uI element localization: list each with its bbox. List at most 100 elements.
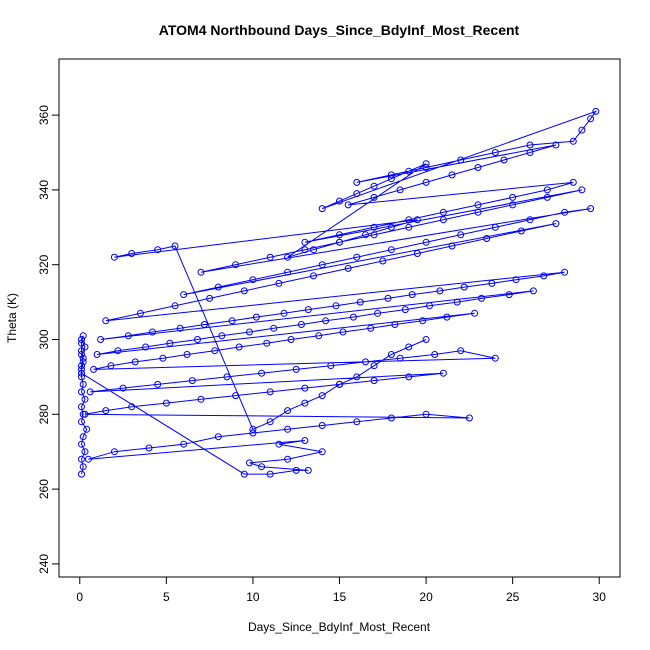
- x-tick-label: 25: [506, 590, 520, 604]
- data-point: [315, 332, 323, 340]
- data-point: [223, 373, 231, 381]
- data-point: [128, 250, 136, 257]
- data-point: [78, 365, 85, 373]
- data-point: [592, 107, 600, 115]
- data-point: [78, 369, 85, 377]
- data-point: [384, 294, 392, 302]
- y-axis: 240 260 280 300 320 340 360: [37, 105, 60, 574]
- data-point: [526, 141, 534, 149]
- data-point: [526, 149, 534, 156]
- data-point: [370, 223, 378, 231]
- data-point: [587, 115, 595, 123]
- data-point: [81, 448, 89, 456]
- data-point: [543, 193, 551, 201]
- data-point: [405, 223, 413, 231]
- data-point: [569, 137, 577, 145]
- data-point: [457, 156, 465, 164]
- data-point: [561, 208, 569, 216]
- data-point: [78, 362, 85, 370]
- data-point: [465, 414, 473, 422]
- data-point: [439, 369, 447, 377]
- data-point: [240, 287, 248, 295]
- data-point: [405, 216, 413, 224]
- y-tick-label: 340: [37, 180, 51, 200]
- data-point: [171, 302, 179, 310]
- data-point: [180, 440, 188, 448]
- data-point: [78, 373, 85, 381]
- data-point: [349, 313, 357, 321]
- data-point: [240, 470, 248, 478]
- data-point: [405, 373, 413, 381]
- data-point: [297, 321, 305, 328]
- data-point: [387, 351, 395, 358]
- data-point: [408, 291, 416, 299]
- data-point: [79, 354, 87, 362]
- data-point: [246, 459, 253, 467]
- data-point: [304, 306, 312, 314]
- data-point: [235, 343, 243, 351]
- data-point: [318, 261, 326, 269]
- data-point: [102, 407, 110, 415]
- data-point: [332, 302, 340, 310]
- data-point: [336, 231, 343, 239]
- data-point: [119, 384, 127, 392]
- data-point: [78, 440, 85, 448]
- data-point: [154, 380, 162, 388]
- data-point: [287, 336, 295, 343]
- data-point: [491, 149, 499, 156]
- data-point: [301, 384, 309, 392]
- data-point: [552, 141, 560, 149]
- data-point: [367, 324, 375, 332]
- data-point: [81, 343, 89, 351]
- x-axis: 0 5 10 15 20 25 30: [76, 576, 607, 604]
- data-point: [266, 253, 274, 261]
- data-point: [419, 317, 427, 325]
- data-point: [379, 257, 387, 265]
- data-point: [491, 223, 499, 231]
- data-point: [78, 339, 85, 347]
- data-point: [318, 422, 326, 429]
- data-point: [370, 231, 378, 239]
- data-point: [353, 373, 361, 381]
- data-point: [284, 253, 292, 261]
- data-point: [86, 388, 94, 396]
- y-tick-label: 360: [37, 105, 51, 125]
- x-tick-label: 30: [593, 590, 607, 604]
- data-point: [252, 313, 260, 321]
- chart-title: ATOM4 Northbound Days_Since_BdyInf_Most_…: [159, 22, 520, 38]
- data-point: [370, 377, 378, 385]
- data-point: [353, 178, 361, 186]
- data-point: [439, 208, 447, 216]
- data-point: [79, 433, 87, 441]
- data-point: [387, 223, 395, 231]
- data-point: [284, 425, 292, 433]
- data-point: [474, 164, 482, 171]
- data-point: [206, 294, 214, 302]
- data-point: [422, 410, 430, 418]
- data-point: [405, 167, 413, 175]
- data-point: [422, 178, 430, 186]
- data-point: [353, 418, 361, 426]
- data-point: [587, 205, 595, 213]
- data-point: [301, 437, 309, 444]
- data-point: [448, 171, 456, 179]
- data-point: [292, 466, 300, 474]
- data-point: [102, 317, 110, 325]
- data-point: [543, 186, 551, 194]
- data-point: [78, 336, 85, 343]
- data-point: [301, 399, 309, 407]
- data-point: [457, 231, 465, 239]
- data-point: [396, 186, 404, 194]
- data-point: [249, 276, 257, 284]
- data-point: [107, 362, 115, 370]
- data-point: [145, 444, 153, 452]
- data-point: [166, 339, 174, 347]
- data-point: [353, 190, 361, 198]
- data-point: [322, 317, 330, 325]
- data-point: [79, 380, 87, 388]
- data-layer: [78, 107, 600, 478]
- data-point: [304, 466, 312, 474]
- data-point: [318, 448, 326, 456]
- data-point: [131, 358, 139, 366]
- data-point: [81, 395, 89, 403]
